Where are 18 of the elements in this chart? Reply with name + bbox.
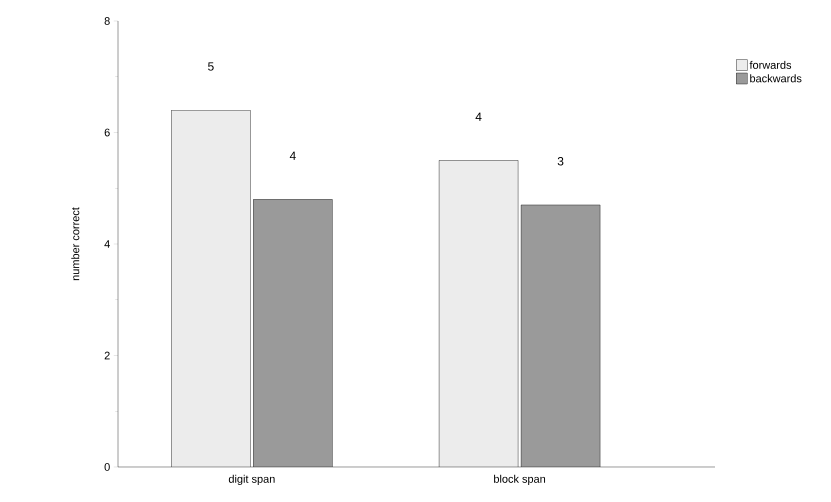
bar [520, 204, 600, 467]
y-tick-label: 6 [104, 128, 110, 136]
legend-label: forwards [750, 60, 792, 69]
annotation: 4 [476, 112, 482, 121]
x-tick-label: digit span [228, 474, 275, 485]
y-tick-label: 2 [104, 352, 110, 360]
annotation: 4 [290, 152, 296, 160]
bar [438, 160, 518, 467]
y-axis-title: number correct [71, 207, 80, 280]
y-tick-label: 4 [104, 240, 110, 248]
bar [171, 110, 250, 467]
bar [253, 199, 332, 467]
y-tick-label: 8 [104, 17, 110, 25]
annotation: 3 [558, 156, 564, 166]
x-tick-label: block span [494, 474, 546, 485]
legend-label: backwards [750, 74, 802, 82]
y-tick-label: 0 [104, 463, 110, 471]
annotation: 5 [208, 62, 214, 71]
